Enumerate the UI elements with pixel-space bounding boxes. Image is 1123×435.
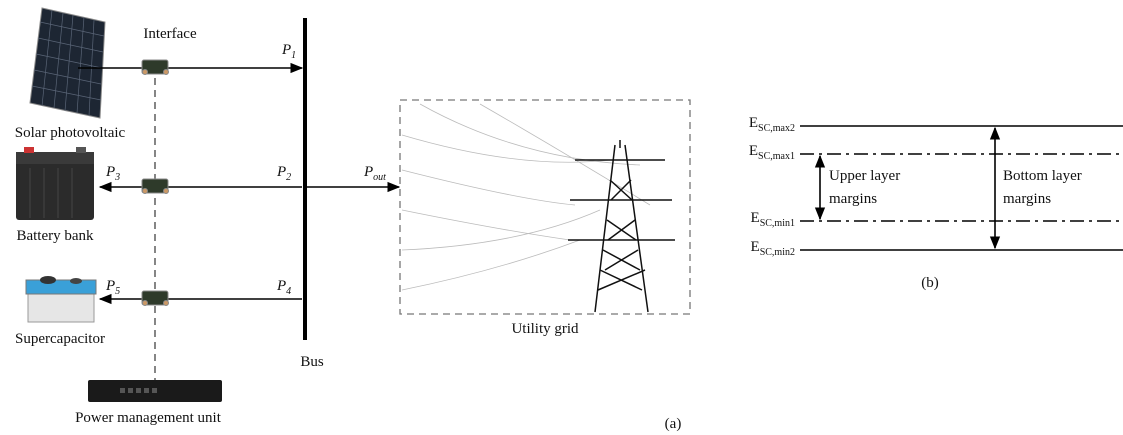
caption: (a) [665, 416, 682, 432]
sub-label: P1 [281, 42, 296, 61]
label-main: P [276, 164, 286, 180]
supercapacitor-icon [26, 276, 96, 322]
label-main: E [751, 210, 760, 226]
sub-label: P5 [105, 278, 120, 297]
label-main: P [276, 278, 286, 294]
sub-label: P3 [105, 164, 120, 183]
label-main: E [749, 115, 758, 131]
label-main: P [105, 164, 115, 180]
caption: (b) [921, 275, 939, 291]
label-main: E [749, 143, 758, 159]
upper-margin-label: Upper layer [829, 168, 900, 184]
interface-label: Interface [143, 26, 197, 42]
label-main: P [363, 164, 373, 180]
bottom-margin-label: Bottom layer [1003, 168, 1082, 184]
source-name: Solar photovoltaic [15, 125, 126, 141]
label-sub: 2 [286, 172, 291, 183]
label-main: E [751, 239, 760, 255]
label-sub: out [373, 172, 386, 183]
label-sub: SC,min1 [760, 218, 795, 229]
label-sub: SC,max1 [758, 151, 795, 162]
sub-label: P4 [276, 278, 291, 297]
label-sub: 3 [114, 172, 120, 183]
label-sub: SC,min2 [760, 247, 795, 258]
bottom-margin-label: margins [1003, 191, 1051, 207]
pmu-icon [88, 380, 222, 402]
source-name: Battery bank [16, 228, 94, 244]
solar-panel-icon [30, 8, 105, 118]
label-sub: 5 [115, 286, 120, 297]
sub-label: P2 [276, 164, 291, 183]
battery-icon [16, 147, 94, 220]
label-sub: 4 [286, 286, 291, 297]
sub-label: Pout [363, 164, 386, 183]
sub-label: ESC,max2 [749, 115, 795, 134]
label-sub: 1 [291, 50, 296, 61]
label-main: P [105, 278, 115, 294]
sub-label: ESC,max1 [749, 143, 795, 162]
label-sub: SC,max2 [758, 123, 795, 134]
sub-label: ESC,min2 [751, 239, 795, 258]
pmu-label: Power management unit [75, 410, 222, 426]
label-main: P [281, 42, 291, 58]
source-name: Supercapacitor [15, 331, 105, 347]
grid-frame [400, 100, 690, 314]
bus-label: Bus [300, 354, 324, 370]
sub-label: ESC,min1 [751, 210, 795, 229]
upper-margin-label: margins [829, 191, 877, 207]
diagram: Interface Solar photovoltaic Battery ban… [0, 0, 1123, 435]
grid-label: Utility grid [511, 321, 579, 337]
